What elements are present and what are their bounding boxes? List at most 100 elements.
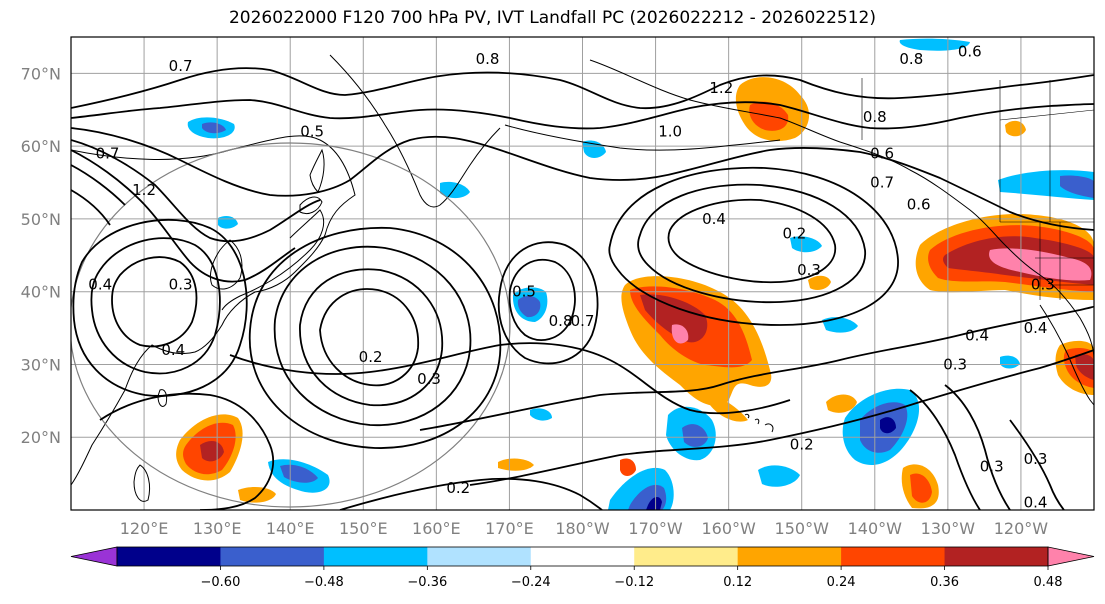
pv-contour-southwest — [99, 392, 275, 510]
shade-negative-small-1-core — [280, 464, 318, 483]
contour-label: 0.3 — [1024, 450, 1048, 468]
contour-label: 0.8 — [476, 50, 500, 68]
map-title: 2026022000 F120 700 hPa PV, IVT Landfall… — [228, 8, 876, 28]
pv-contour-japan-low — [319, 288, 419, 387]
colorbar-tick-label: −0.48 — [304, 575, 344, 590]
lon-tick-label: 120°E — [120, 519, 169, 538]
colorbar-segment — [427, 547, 532, 566]
border-canada-provinces — [999, 80, 1094, 222]
shade-negative-small-6 — [822, 317, 858, 333]
contour-label: 0.6 — [958, 43, 982, 61]
shade-negative-small-8-core — [1060, 175, 1094, 198]
pv-contour-low-west — [111, 256, 198, 348]
shade-negative-small-9 — [899, 38, 970, 51]
lon-tick-label: 150°W — [775, 519, 830, 538]
colorbar-extend-low — [70, 546, 118, 567]
pv-contour-subtrop-3 — [229, 342, 791, 415]
contour-label: 0.6 — [907, 195, 931, 213]
pv-contour-cutoff-1 — [508, 258, 576, 341]
colorbar-segment — [737, 547, 842, 566]
contour-label: 0.6 — [870, 144, 894, 162]
shade-positive-small-6 — [910, 473, 932, 503]
political-borders — [861, 78, 1094, 300]
colorbar-tick-label: 0.24 — [827, 575, 856, 590]
contour-label: 0.3 — [797, 261, 821, 279]
shade-negative-tropics-1-inner — [646, 496, 662, 510]
contour-label: 0.8 — [899, 50, 923, 68]
coastline-japan — [221, 209, 325, 311]
contour-label: 0.3 — [980, 457, 1004, 475]
pv-contour-high-3 — [608, 166, 899, 326]
contour-label: 1.0 — [658, 123, 682, 141]
pv-contours — [71, 67, 1094, 510]
contour-label: 0.4 — [965, 326, 989, 344]
coastline-hokkaido — [299, 196, 323, 215]
coastline-korea — [209, 239, 243, 290]
contour-label: 0.2 — [782, 224, 806, 242]
lon-tick-label: 160°E — [412, 519, 461, 538]
lat-tick-label: 20°N — [21, 428, 61, 447]
shade-positive-small-1 — [238, 486, 276, 503]
shade-positive-small-3 — [826, 394, 857, 413]
pv-contour-japan-low-2 — [299, 268, 444, 407]
coastline-philippines — [133, 464, 151, 502]
shade-positive-ar-peak — [671, 324, 689, 344]
colorbar-frame — [116, 546, 1049, 567]
colorbar-segment — [944, 547, 1049, 566]
pv-contour-south — [339, 477, 603, 510]
pv-contour-7 — [71, 189, 111, 226]
shade-positive-small-7 — [1005, 120, 1026, 137]
lat-tick-label: 50°N — [21, 210, 61, 229]
shade-negative-kuroshio-core — [517, 296, 541, 318]
distance-circle — [71, 142, 511, 508]
colorbar-segment — [117, 547, 221, 566]
lat-tick-label: 30°N — [21, 355, 61, 374]
contour-label: 0.7 — [96, 144, 120, 162]
coastline-aleutians — [504, 124, 781, 151]
colorbar-tick-label: −0.12 — [614, 575, 654, 590]
pv-contour-1 — [71, 67, 1094, 110]
contour-label: 0.4 — [161, 341, 185, 359]
contour-label: 0.3 — [169, 275, 193, 293]
colorbar-tick-label: −0.60 — [201, 575, 241, 590]
lon-tick-label: 170°W — [628, 519, 683, 538]
lon-tick-label: 160°W — [701, 519, 756, 538]
pv-contour-2 — [71, 99, 1094, 130]
pv-contour-5 — [71, 149, 296, 283]
coastline-sakhalin — [309, 148, 325, 193]
contour-label: 0.4 — [88, 275, 112, 293]
shade-negative-small-2-core — [202, 122, 226, 134]
lat-tick-label: 60°N — [21, 137, 61, 156]
pv-contour-low-west-3 — [72, 218, 248, 397]
lon-tick-label: 130°W — [921, 519, 976, 538]
latitude-tick-labels: 70°N 60°N 50°N 40°N 30°N 20°N — [21, 64, 61, 447]
contour-label: 0.7 — [571, 312, 595, 330]
contour-labels: 0.7 0.81.20.8 0.60.80.61.00.50.70.60.71.20… — [88, 43, 1054, 512]
shade-positive-small-8 — [620, 458, 636, 476]
contour-label: 0.8 — [863, 108, 887, 126]
shade-positive-small-2 — [498, 458, 534, 471]
lat-tick-label: 40°N — [21, 283, 61, 302]
colorbar-segment — [323, 547, 428, 566]
colorbar-tick-label: 0.48 — [1034, 575, 1063, 590]
shade-positive-ar-inner — [640, 294, 708, 343]
colorbar-segment — [634, 547, 739, 566]
contour-label: 0.4 — [1024, 319, 1048, 337]
pv-contour-east-3 — [1009, 419, 1065, 510]
lon-tick-label: 170°E — [485, 519, 534, 538]
pv-contour-cutoff-2 — [497, 241, 599, 365]
coastline-taiwan — [157, 389, 168, 407]
contour-label: 0.2 — [446, 479, 470, 497]
contour-label: 0.4 — [1024, 494, 1048, 512]
colorbar-tick-label: −0.24 — [511, 575, 551, 590]
colorbar: −0.60 −0.48 −0.36 −0.24 −0.12 0.12 0.24 0.36 0.4… — [70, 546, 1095, 590]
colorbar-tick-label: −0.36 — [407, 575, 447, 590]
colorbar-segment — [530, 547, 635, 566]
shade-negative-small-12 — [530, 408, 552, 421]
pv-contour-east-1 — [909, 389, 981, 510]
pv-contour-japan-low-4 — [248, 227, 502, 449]
shade-negative-small-5 — [790, 236, 822, 253]
coastline-baja — [1039, 304, 1094, 406]
lon-tick-label: 150°E — [339, 519, 388, 538]
colorbar-extend-high — [1047, 546, 1095, 567]
